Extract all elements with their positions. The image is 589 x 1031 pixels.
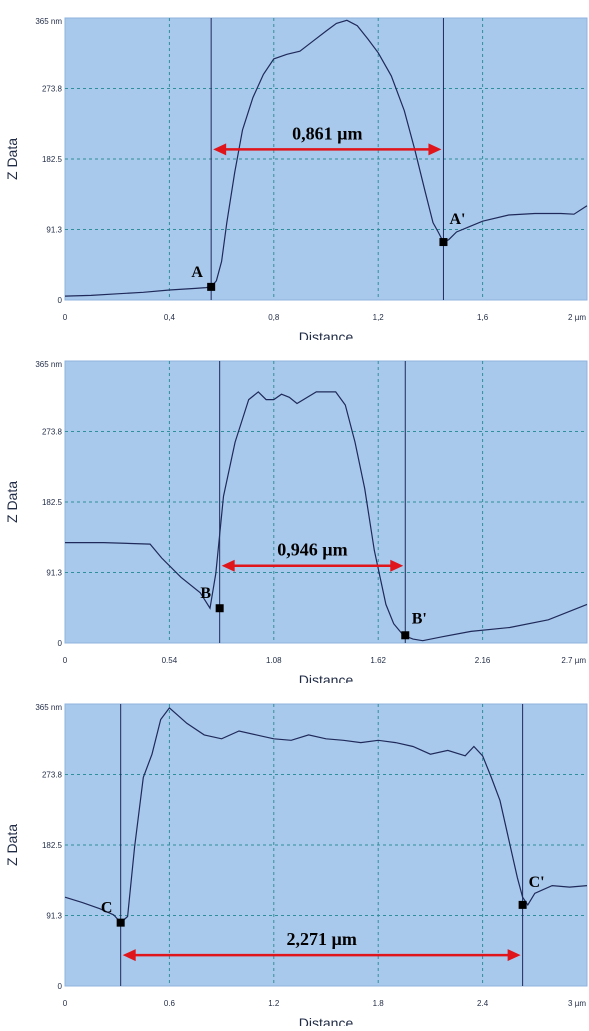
- profile-chart-b: 0 0.54 1.08 1.62 2.16 2.7 µm 0 91.3 182.5 273.8 36…: [0, 343, 589, 688]
- x-tick-label: 1.62: [370, 656, 386, 665]
- profile-chart-a-svg: 0 0,4 0,8 1,2 1,6 2 µm 0 91.3 182.5 273.8 365 nm Di…: [4, 17, 588, 345]
- y-tick-label: 0: [58, 296, 63, 305]
- y-tick-label: 365 nm: [35, 703, 62, 712]
- x-tick-label: 0.6: [164, 999, 176, 1008]
- measurement-arrow-head-right: [390, 559, 404, 572]
- y-tick-label: 182.5: [42, 498, 63, 507]
- y-tick-label: 91.3: [46, 225, 62, 234]
- profile-chart-c-svg: 0 0.6 1.2 1.8 2.4 3 µm 0 91.3 182.5 273.8 365 nm Di…: [4, 703, 588, 1031]
- x-axis-title: Distance: [299, 329, 354, 340]
- x-tick-label: 2.7 µm: [561, 656, 586, 665]
- y-tick-label: 182.5: [42, 155, 63, 164]
- x-tick-label: 0: [63, 999, 68, 1008]
- y-tick-label: 91.3: [46, 568, 62, 577]
- y-tick-label: 182.5: [42, 841, 63, 850]
- y-tick-label: 365 nm: [35, 17, 62, 26]
- measurement-arrow-head-right: [428, 143, 442, 156]
- measurement-arrow-head-left: [122, 949, 136, 962]
- x-axis-title: Distance: [299, 672, 354, 683]
- profile-line: [64, 707, 588, 924]
- marker-label: B: [200, 585, 211, 602]
- profile-chart-c: 0 0.6 1.2 1.8 2.4 3 µm 0 91.3 182.5 273.8 365 nm Di…: [0, 686, 589, 1031]
- x-axis-title: Distance: [299, 1015, 354, 1026]
- measurement-label: 0,861 µm: [292, 123, 362, 143]
- y-tick-label: 91.3: [46, 911, 62, 920]
- x-tick-label: 1,6: [477, 313, 489, 322]
- measurement-arrow-head-right: [507, 949, 521, 962]
- profile-chart-b-svg: 0 0.54 1.08 1.62 2.16 2.7 µm 0 91.3 182.5 273.8 36…: [4, 360, 588, 688]
- marker-label: C: [101, 900, 113, 917]
- marker-label: A: [191, 264, 203, 281]
- y-axis-title: Z Data: [4, 824, 20, 866]
- marker-square: [215, 604, 224, 613]
- measurement-label: 0,946 µm: [277, 540, 347, 560]
- x-tick-label: 1.08: [266, 656, 282, 665]
- x-tick-label: 1.8: [373, 999, 385, 1008]
- x-tick-label: 1.2: [268, 999, 280, 1008]
- x-tick-label: 0,4: [164, 313, 176, 322]
- y-axis-title: Z Data: [4, 138, 20, 180]
- marker-square: [439, 238, 448, 247]
- marker-label: B': [412, 610, 427, 627]
- profile-line: [65, 391, 588, 642]
- marker-square: [518, 900, 527, 909]
- y-axis-title: Z Data: [4, 481, 20, 523]
- marker-square: [116, 918, 125, 927]
- marker-square: [207, 282, 216, 291]
- marker-label: C': [529, 874, 545, 891]
- measurement-label: 2,271 µm: [286, 929, 356, 949]
- x-tick-label: 0: [63, 656, 68, 665]
- marker-label: A': [449, 211, 465, 228]
- y-tick-label: 273.8: [42, 427, 63, 436]
- x-tick-label: 2 µm: [568, 313, 586, 322]
- x-tick-label: 1,2: [373, 313, 385, 322]
- y-tick-label: 273.8: [42, 770, 63, 779]
- y-tick-label: 365 nm: [35, 360, 62, 369]
- x-tick-label: 2.4: [477, 999, 489, 1008]
- y-tick-label: 0: [58, 639, 63, 648]
- x-tick-label: 2.16: [475, 656, 491, 665]
- x-tick-label: 3 µm: [568, 999, 586, 1008]
- x-tick-label: 0,8: [268, 313, 280, 322]
- x-tick-label: 0: [63, 313, 68, 322]
- y-tick-label: 0: [58, 982, 63, 991]
- marker-square: [401, 631, 410, 640]
- measurement-arrow-head-left: [213, 143, 227, 156]
- y-tick-label: 273.8: [42, 84, 63, 93]
- measurement-arrow-head-left: [221, 559, 235, 572]
- x-tick-label: 0.54: [162, 656, 178, 665]
- profile-chart-a: 0 0,4 0,8 1,2 1,6 2 µm 0 91.3 182.5 273.8 365 nm Di…: [0, 0, 589, 345]
